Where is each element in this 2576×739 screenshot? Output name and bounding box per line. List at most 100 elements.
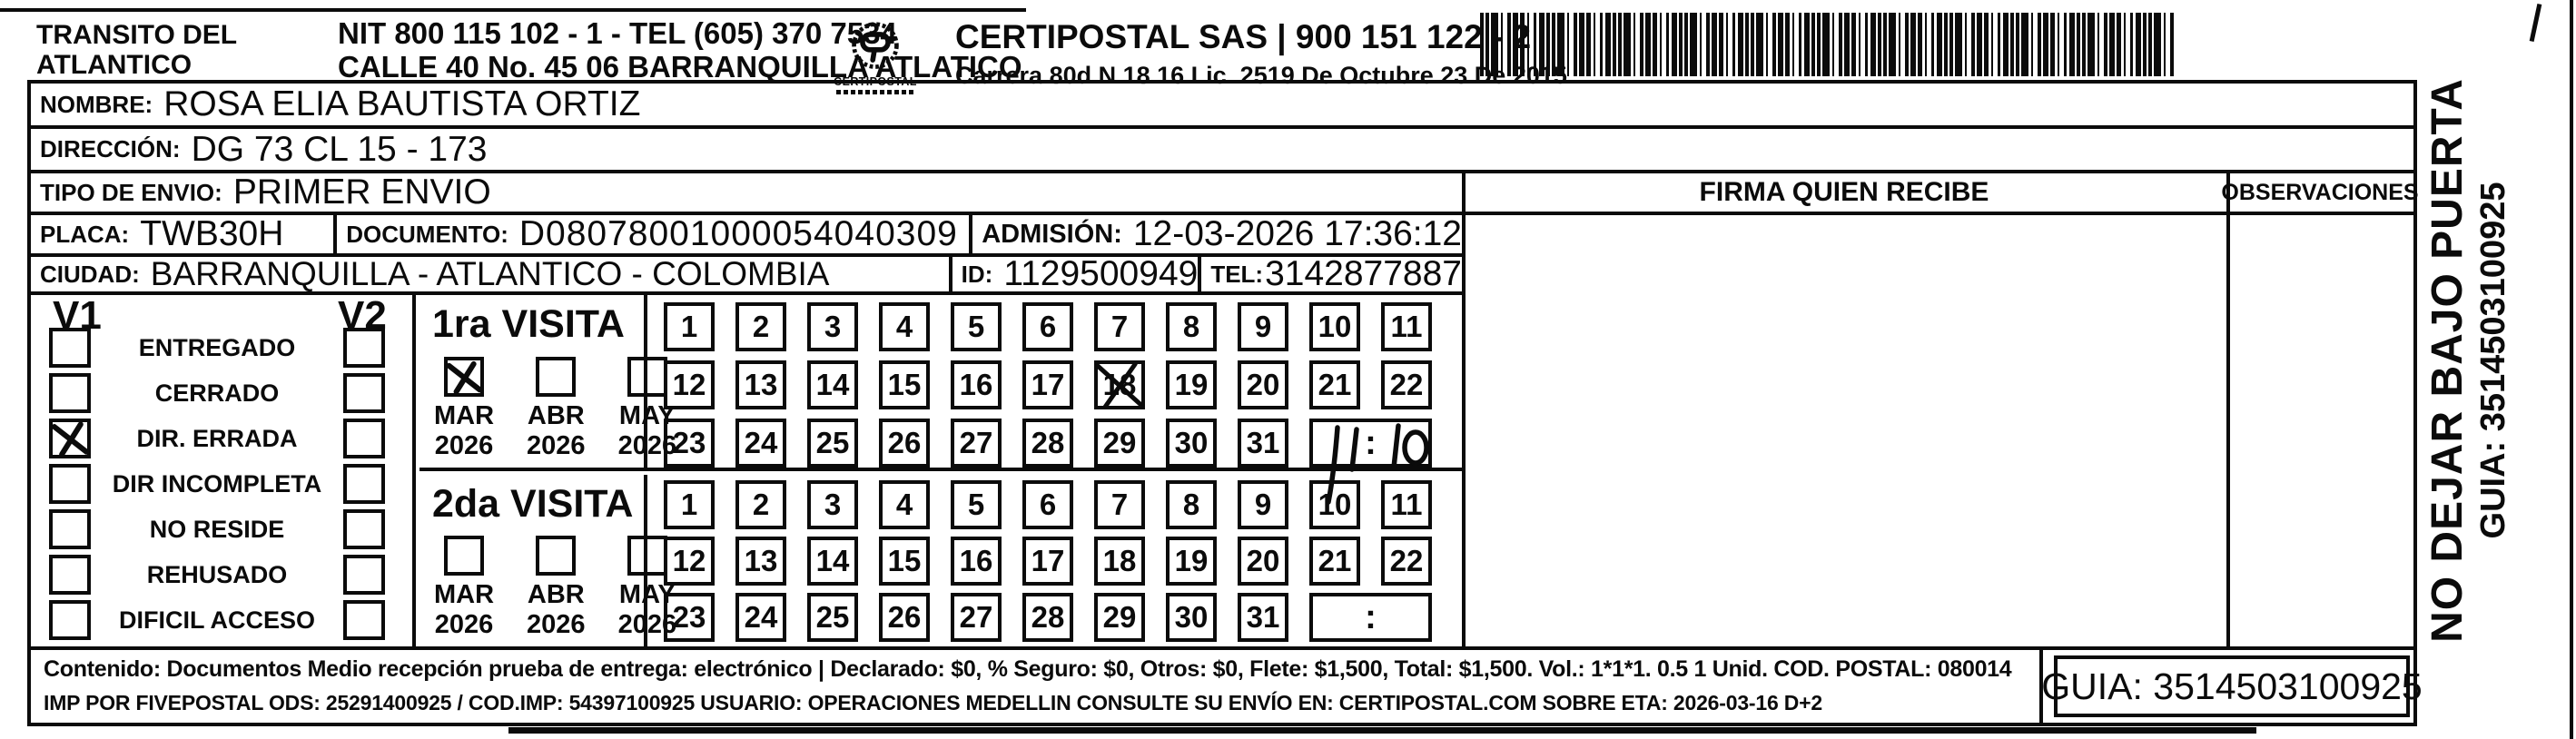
status-panel: V1 V2 ENTREGADO CERRADO DIR. ERRADA DIR INC… <box>31 293 416 646</box>
nombre-value: ROSA ELIA BAUTISTA ORTIZ <box>163 84 641 123</box>
visit1-month-checkbox-abr <box>536 357 577 398</box>
v2-checkbox-entregado <box>343 328 385 368</box>
visit-months-1: MAR 2026 ABR 2026 MAY 2026 <box>434 536 676 639</box>
row-tipo-headers: TIPO DE ENVIO: PRIMER ENVIO FIRMA QUIEN … <box>31 172 2419 215</box>
visit2-day-30: 30 <box>1166 593 1217 642</box>
v1-checkbox-dir-errada <box>49 419 91 458</box>
time-separator: : <box>1365 597 1377 636</box>
visit1-day-27: 27 <box>951 419 1002 468</box>
nombre-label: NOMBRE: <box>40 90 153 118</box>
visit1-day-25: 25 <box>807 419 858 468</box>
tel-cell: TEL: 3142877887 <box>1198 254 1462 293</box>
visit2-day-1: 1 <box>664 480 715 529</box>
visit2-day-31: 31 <box>1238 593 1288 642</box>
visit1-day-17: 17 <box>1022 360 1073 409</box>
scan-edge-line <box>2570 0 2573 739</box>
sender-contact: NIT 800 115 102 - 1 - TEL (605) 370 7534… <box>338 16 1022 84</box>
month-label: MAR <box>434 580 495 610</box>
visit2-day-6: 6 <box>1022 480 1073 529</box>
provider-line: CERTIPOSTAL SAS | 900 151 122 - 2 <box>955 18 1532 55</box>
visit2-day-2: 2 <box>735 480 786 529</box>
status-label-no-reside: NO RESIDE <box>149 516 285 543</box>
visit-days-1: 1 2 3 4 5 6 7 8 9 10 11 12 13 14 15 16 17 18 19 20 21 22 23 24 2… <box>651 475 1462 646</box>
visit1-day-13: 13 <box>735 360 786 409</box>
tipo-envio-cell: TIPO DE ENVIO: PRIMER ENVIO <box>31 172 1462 212</box>
placa-cell: PLACA: TWB30H <box>31 214 338 253</box>
status-label-dir-incompleta: DIR INCOMPLETA <box>112 470 322 498</box>
visit1-day-31: 31 <box>1238 419 1288 468</box>
visit1-day-19: 19 <box>1166 360 1217 409</box>
v1-checkbox-entregado <box>49 328 91 368</box>
visit-1-title: 1ra VISITA <box>432 302 625 346</box>
visit1-day-30: 30 <box>1166 419 1217 468</box>
visit1-day-8: 8 <box>1166 302 1217 351</box>
status-label-dir-errada: DIR. ERRADA <box>136 425 298 452</box>
id-value: 1129500949 <box>1003 254 1199 293</box>
placa-value: TWB30H <box>140 214 284 253</box>
form-body: NOMBRE: ROSA ELIA BAUTISTA ORTIZ DIRECCI… <box>27 80 2423 726</box>
time-separator: : <box>1365 423 1377 462</box>
visit1-day-6: 6 <box>1022 302 1073 351</box>
v2-checkbox-dir-incompleta <box>343 464 385 504</box>
visit1-day-23: 23 <box>664 419 715 468</box>
visit1-day-1: 1 <box>664 302 715 351</box>
visit2-day-14: 14 <box>807 537 858 586</box>
row-nombre: NOMBRE: ROSA ELIA BAUTISTA ORTIZ <box>31 84 2413 129</box>
month-year: 2026 <box>527 609 586 639</box>
visit1-day-22: 22 <box>1381 360 1432 409</box>
row-placa: PLACA: TWB30H DOCUMENTO: D08078001000054… <box>31 214 1462 257</box>
month-year: 2026 <box>527 430 586 460</box>
month-label: MAR <box>434 401 495 431</box>
certipostal-logo-icon <box>852 22 899 69</box>
visit2-day-29: 29 <box>1094 593 1145 642</box>
row-direccion: DIRECCIÓN: DG 73 CL 15 - 173 <box>31 129 2413 173</box>
visit2-day-24: 24 <box>735 593 786 642</box>
footer-text: Contenido: Documentos Medio recepción pr… <box>31 650 2043 726</box>
ciudad-cell: CIUDAD: BARRANQUILLA - ATLANTICO - COLOM… <box>31 255 949 292</box>
visit2-day-28: 28 <box>1022 593 1073 642</box>
visit2-day-9: 9 <box>1238 480 1288 529</box>
logo-subline <box>836 90 914 94</box>
v2-checkbox-rehusado <box>343 555 385 595</box>
visit2-day-7: 7 <box>1094 480 1145 529</box>
visit1-day-7: 7 <box>1094 302 1145 351</box>
visit2-day-25: 25 <box>807 593 858 642</box>
firma-column-line <box>1462 173 1466 646</box>
v2-checkbox-cerrado <box>343 373 385 413</box>
month-year: 2026 <box>434 609 494 639</box>
visit1-month-checkbox-mar <box>444 357 485 398</box>
visit1-day-16: 16 <box>951 360 1002 409</box>
scan-artifact <box>2529 3 2542 43</box>
v2-checkbox-no-reside <box>343 509 385 549</box>
visit1-month-abr: ABR 2026 <box>527 357 586 460</box>
id-cell: ID: 1129500949 <box>948 254 1199 293</box>
visit2-time-box: : <box>1309 593 1432 642</box>
visit2-day-11: 11 <box>1381 480 1432 529</box>
footer-strip: Contenido: Documentos Medio recepción pr… <box>31 646 2423 726</box>
sender-company-line1: TRANSITO DEL <box>36 20 238 50</box>
visit2-month-checkbox-abr <box>536 536 577 576</box>
visit1-day-10: 10 <box>1309 302 1360 351</box>
observaciones-header: OBSERVACIONES <box>2221 179 2419 205</box>
tipo-envio-value: PRIMER ENVIO <box>232 172 491 212</box>
address-line: CALLE 40 No. 45 06 BARRANQUILLA ATLATICO <box>338 50 1022 84</box>
side-note-guia: GUIA: 3514503100925 <box>2474 182 2512 539</box>
ciudad-value: BARRANQUILLA - ATLANTICO - COLOMBIA <box>150 255 830 292</box>
visit1-day-5: 5 <box>951 302 1002 351</box>
visit2-day-12: 12 <box>664 537 715 586</box>
visit-2-title: 2da VISITA <box>432 482 634 526</box>
month-year: 2026 <box>434 430 494 460</box>
visit-months-0: MAR 2026 ABR 2026 MAY 2026 <box>434 357 676 460</box>
visit2-day-23: 23 <box>664 593 715 642</box>
visit2-day-8: 8 <box>1166 480 1217 529</box>
scan-artifact <box>0 8 1026 12</box>
visit1-day-4: 4 <box>879 302 930 351</box>
visit-2-left: 2da VISITA MAR 2026 ABR 2026 MAY 2026 <box>419 475 676 646</box>
firma-header: FIRMA QUIEN RECIBE <box>1699 177 1989 207</box>
visit2-day-21: 21 <box>1309 537 1360 586</box>
visit1-day-21: 21 <box>1309 360 1360 409</box>
visit2-day-18: 18 <box>1094 537 1145 586</box>
